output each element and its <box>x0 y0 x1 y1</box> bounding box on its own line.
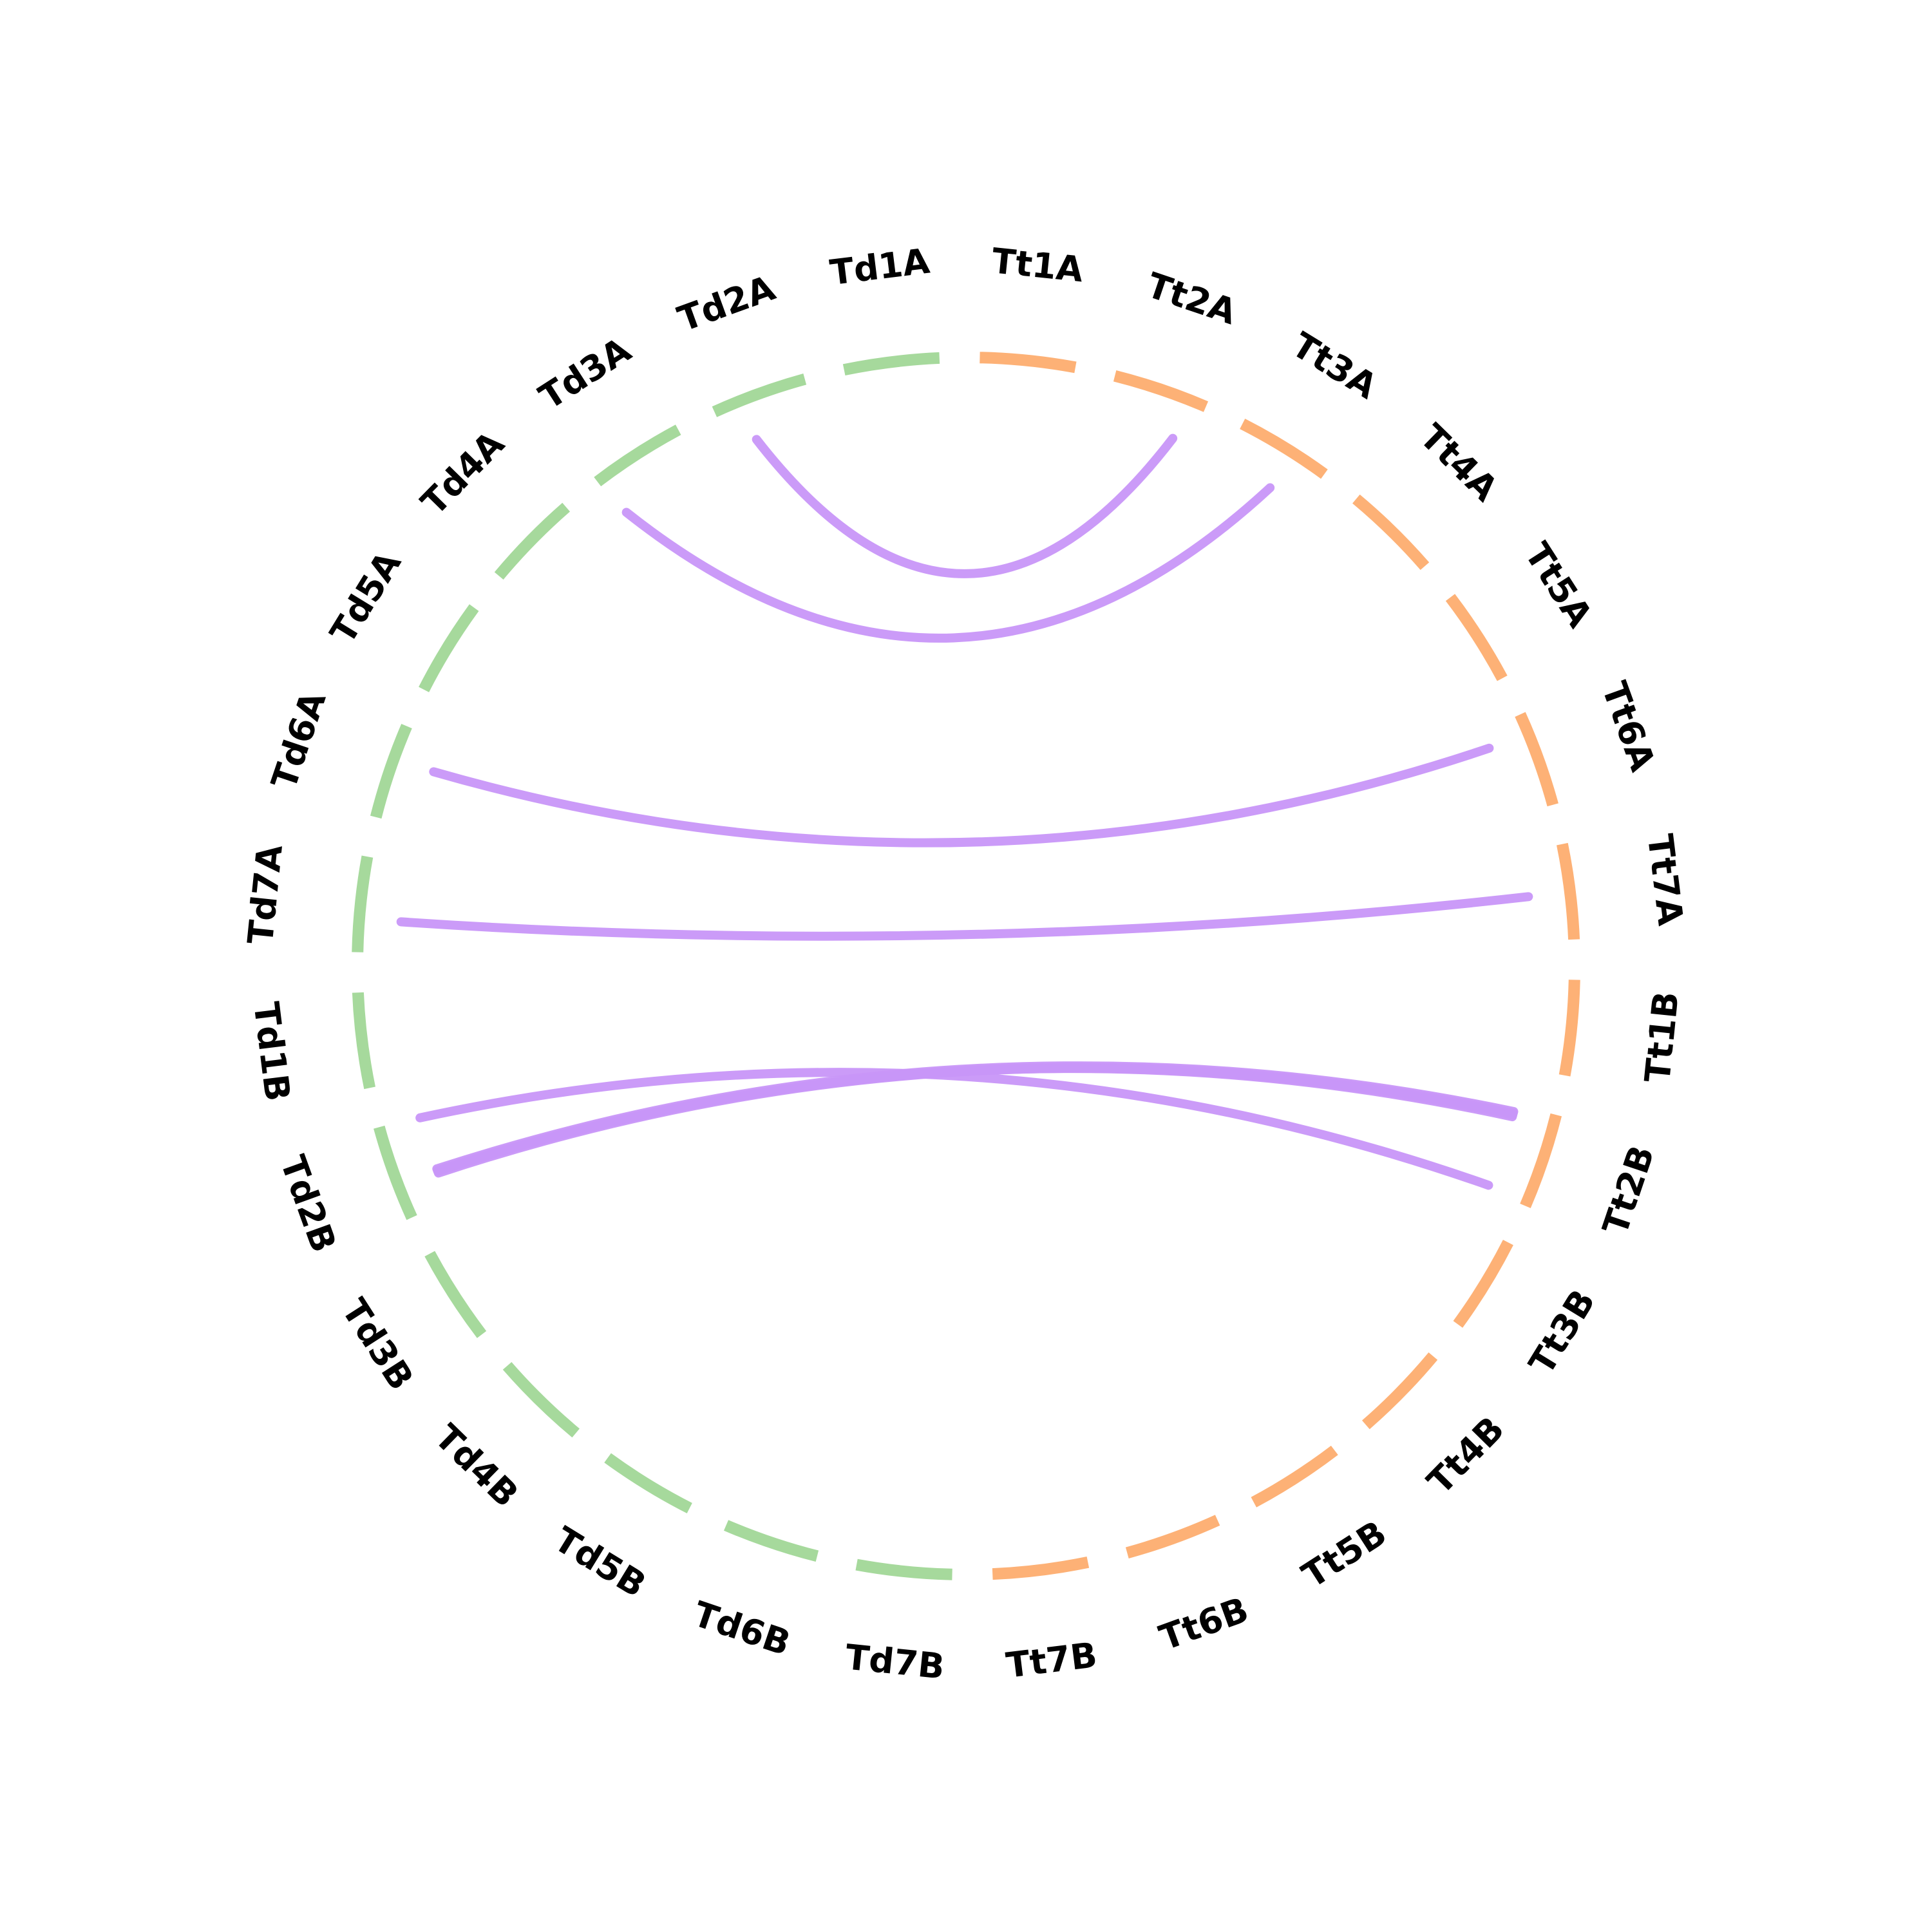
chromosome-segment-tt5a <box>1445 594 1508 681</box>
chromosome-segment-tt2b <box>1520 1113 1562 1209</box>
chromosome-label-td6a: Td6A <box>263 687 334 794</box>
chromosome-label-tt1a: Tt1A <box>990 240 1085 290</box>
chromosome-ring <box>352 352 1580 1580</box>
chromosome-label-tt2a: Tt2A <box>1142 265 1242 332</box>
chromosome-segment-td4a <box>494 502 571 580</box>
chromosome-segment-tt6a <box>1515 712 1558 807</box>
chromosome-segment-tt3a <box>1240 419 1328 479</box>
synteny-link-td2b-tt2b <box>433 1064 1517 1175</box>
chromosome-label-tt2b: Tt2B <box>1595 1141 1662 1240</box>
chromosome-segment-tt1b <box>1558 980 1580 1077</box>
synteny-link-td2a-tt2a <box>752 433 1178 578</box>
chromosome-label-td5b: Td5B <box>547 1519 653 1605</box>
chromosome-segment-td1a <box>842 352 940 375</box>
chromosome-segment-td1b <box>352 992 375 1090</box>
chromosome-label-td3b: Td3B <box>334 1292 421 1397</box>
chromosome-segment-tt7a <box>1557 842 1580 940</box>
chromosome-label-td1a: Td1A <box>828 241 932 294</box>
chromosome-label-tt3a: Tt3A <box>1285 325 1384 407</box>
synteny-link-td7a-tt7a <box>396 892 1533 941</box>
chromosome-segment-td3a <box>594 424 681 487</box>
chromosome-label-tt4b: Tt4B <box>1419 1408 1512 1502</box>
chromosome-segment-tt4a <box>1352 494 1430 571</box>
chromosome-segment-td6a <box>370 723 412 819</box>
chromosome-label-td5a: Td5A <box>322 544 409 650</box>
synteny-link-td6a-tt6a <box>429 743 1494 848</box>
chromosome-label-td4a: Td4A <box>413 423 513 523</box>
chromosome-label-tt7b: Tt7B <box>1004 1634 1099 1686</box>
chromosome-segment-tt6b <box>1125 1515 1220 1558</box>
chromosome-label-td3a: Td3A <box>532 329 638 417</box>
chromosome-segment-td7a <box>352 855 374 952</box>
chromosome-segment-tt5b <box>1251 1445 1338 1508</box>
chromosome-label-tt3b: Tt3B <box>1521 1282 1604 1381</box>
chromosome-segment-td6b <box>723 1520 819 1562</box>
chromosome-segment-td3b <box>424 1251 487 1338</box>
chromosome-label-td4b: Td4B <box>427 1417 526 1515</box>
chromosome-label-td1b: Td1B <box>245 1000 298 1104</box>
chromosome-label-tt5b: Tt5B <box>1295 1513 1394 1596</box>
chromosome-segment-td7b <box>855 1558 952 1580</box>
chromosome-label-tt7a: Tt7A <box>1640 832 1691 928</box>
chromosome-segment-td5a <box>419 604 479 692</box>
chromosome-segment-td2b <box>374 1125 417 1220</box>
chromosome-label-tt4a: Tt4A <box>1412 416 1506 509</box>
chromosome-segment-tt2a <box>1113 370 1209 412</box>
chromosome-label-tt6a: Tt6A <box>1594 676 1663 776</box>
chromosome-segment-tt1a <box>980 352 1077 374</box>
chromosome-segment-tt4b <box>1361 1352 1438 1430</box>
chromosome-label-tt6b: Tt6B <box>1154 1589 1253 1658</box>
chromosome-label-td2a: Td2A <box>672 267 780 339</box>
chromosome-label-td7a: Td7A <box>240 842 290 946</box>
chromosome-segment-td2a <box>712 374 807 417</box>
chromosome-label-tt5a: Tt5A <box>1517 536 1600 635</box>
chromosome-label-tt1b: Tt1B <box>1637 990 1687 1084</box>
chromosome-segment-tt7b <box>992 1557 1090 1580</box>
chromosome-label-td7b: Td7B <box>844 1636 947 1687</box>
chromosome-segment-td4b <box>502 1361 580 1438</box>
chromosome-label-td6b: Td6B <box>688 1593 795 1663</box>
chromosome-segment-td5b <box>604 1453 692 1513</box>
chromosome-label-td2b: Td2B <box>272 1150 345 1257</box>
chromosome-segment-tt3b <box>1453 1240 1513 1328</box>
synteny-link-td3a-tt3a <box>621 483 1275 643</box>
links-layer <box>396 433 1533 1190</box>
